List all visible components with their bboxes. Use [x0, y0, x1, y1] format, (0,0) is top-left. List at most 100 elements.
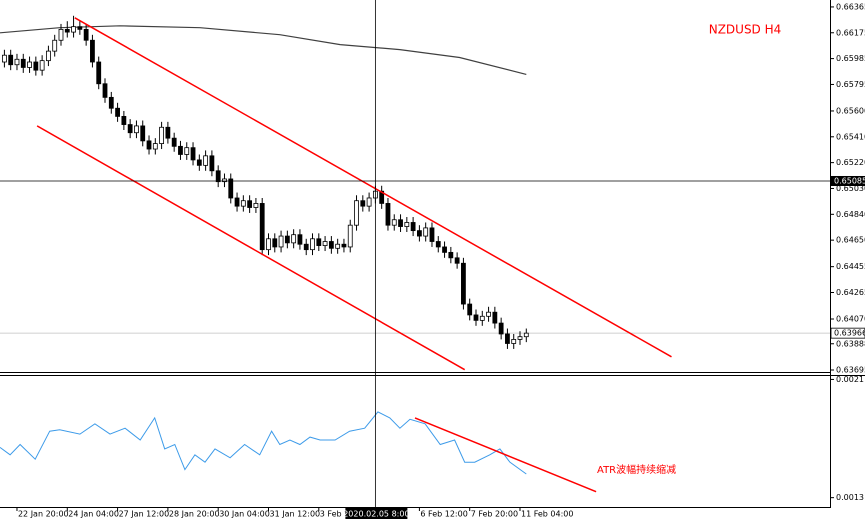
- candle-body: [165, 126, 171, 139]
- candle-body: [391, 219, 397, 226]
- candle-body: [523, 332, 529, 338]
- y-tick-label: 0.66365: [836, 2, 865, 11]
- candle-body: [196, 159, 202, 166]
- candle-body: [90, 39, 95, 63]
- x-tick-label: 24 Jan 04:00: [68, 510, 119, 519]
- y-tick-label: 0.64265: [836, 288, 865, 297]
- x-tick-label: 27 Jan 12:00: [119, 510, 170, 519]
- candle-body: [8, 54, 14, 66]
- candle-body: [410, 222, 416, 232]
- candle-body: [209, 155, 215, 172]
- x-tick-label: 11 Feb 04:00: [521, 510, 573, 519]
- candle-body: [479, 315, 485, 321]
- candle-body: [385, 203, 391, 226]
- candle-body: [108, 96, 114, 109]
- candle-body: [417, 230, 422, 237]
- candle-body: [429, 227, 435, 242]
- candle-body: [115, 107, 120, 117]
- candle-body: [366, 197, 372, 207]
- candle-body: [121, 116, 127, 125]
- candle-body: [46, 50, 51, 62]
- candle-body: [486, 311, 491, 317]
- candle-body: [234, 197, 240, 207]
- chart-title: NZDUSD H4: [709, 23, 782, 37]
- candle-body: [96, 61, 102, 85]
- y-tick-label: 0.0013: [836, 493, 864, 502]
- crosshair-price-box: [831, 175, 865, 186]
- candle-body: [134, 125, 139, 134]
- y-tick-label: 0.65795: [836, 80, 865, 89]
- candle-body: [328, 241, 334, 249]
- x-tick-label: 22 Jan 20:00: [18, 510, 69, 519]
- candle-body: [303, 243, 309, 251]
- candle-body: [39, 60, 45, 71]
- y-tick-label: 0.63695: [836, 366, 865, 375]
- candle-body: [423, 227, 429, 237]
- candle-body: [404, 222, 410, 227]
- y-tick-label: 0.64455: [836, 262, 865, 271]
- candle-body: [127, 124, 133, 134]
- candle-body: [442, 246, 447, 253]
- trend-line: [414, 417, 597, 493]
- x-tick-label: 31 Jan 12:00: [269, 510, 320, 519]
- y-tick-label: 0.0021: [836, 375, 864, 384]
- candle-body: [64, 28, 70, 33]
- atr-line: [0, 411, 527, 475]
- candle-body: [297, 234, 303, 245]
- candle-body: [379, 190, 385, 204]
- candle-body: [58, 28, 64, 41]
- channel-line: [74, 17, 672, 358]
- candle-body: [272, 238, 278, 248]
- channel-line: [36, 125, 466, 371]
- candle-body: [83, 28, 89, 41]
- candle-body: [171, 137, 177, 147]
- candle-body: [310, 238, 315, 251]
- candle-body: [341, 243, 347, 248]
- candle-body: [77, 26, 83, 30]
- candle-body: [259, 203, 265, 251]
- candle-body: [152, 143, 158, 150]
- annotation: ATR波幅持续缩减: [597, 463, 676, 476]
- candle-body: [467, 303, 473, 316]
- candle-body: [461, 262, 466, 305]
- y-tick-label: 0.63888: [836, 339, 865, 348]
- candle-body: [335, 243, 341, 249]
- crosshair-time-box: [345, 508, 408, 519]
- candle-body: [322, 241, 328, 246]
- x-tick-label: 30 Jan 04:00: [219, 510, 270, 519]
- candle-body: [184, 147, 190, 155]
- candle-body: [159, 126, 164, 144]
- candle-body: [190, 147, 196, 161]
- candle-body: [228, 178, 234, 199]
- crosshair-time-label: 2020.02.05 8:00: [343, 510, 409, 519]
- candle-body: [33, 61, 39, 71]
- candle-body: [203, 155, 209, 166]
- candle-body: [473, 314, 479, 321]
- candle-body: [52, 39, 58, 52]
- last-price-label: 0.63966: [834, 329, 865, 338]
- candle-body: [178, 145, 183, 155]
- candle-body: [354, 200, 359, 226]
- candle-body: [347, 224, 353, 248]
- candle-body: [240, 200, 246, 207]
- candle-body: [505, 333, 510, 344]
- candle-body: [291, 234, 297, 244]
- y-tick-label: 0.65985: [836, 54, 865, 63]
- candle-body: [398, 219, 403, 227]
- candle-body: [140, 125, 146, 142]
- candle-body: [360, 200, 366, 207]
- last-price-box: [830, 327, 865, 339]
- candle-body: [448, 251, 454, 259]
- candle-body: [435, 241, 441, 248]
- candle-body: [27, 61, 32, 68]
- candle-body: [498, 322, 504, 335]
- candle-body: [253, 203, 259, 208]
- candle-body: [492, 311, 498, 324]
- candle-body: [511, 339, 517, 344]
